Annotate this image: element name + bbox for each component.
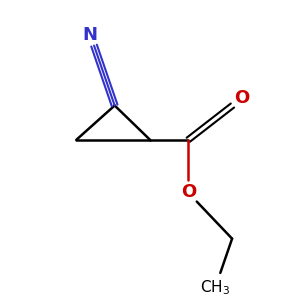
Text: N: N bbox=[83, 26, 98, 44]
Text: O: O bbox=[235, 89, 250, 107]
Text: CH$_3$: CH$_3$ bbox=[200, 278, 230, 297]
Text: O: O bbox=[181, 183, 196, 201]
